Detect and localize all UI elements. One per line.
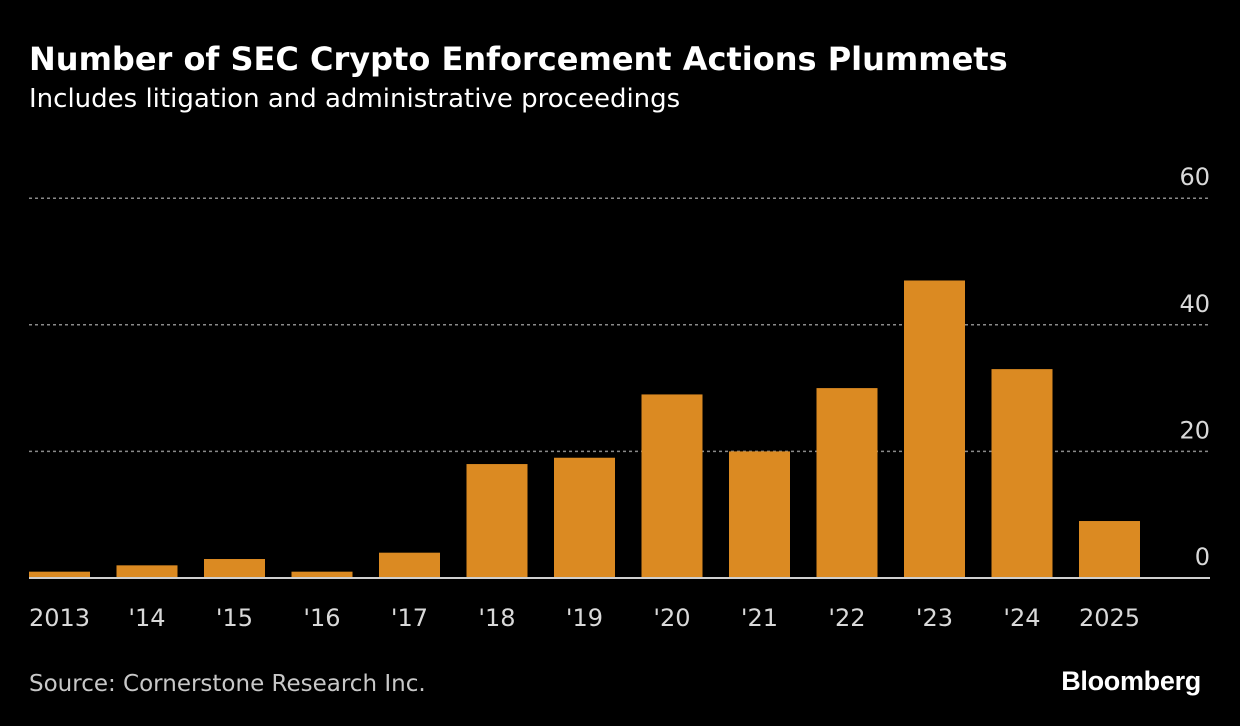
x-tick-label: '22 xyxy=(828,604,865,632)
x-tick-label: '21 xyxy=(741,604,778,632)
x-tick-label: '17 xyxy=(391,604,428,632)
y-tick-label: 60 xyxy=(1179,163,1210,191)
bar-17 xyxy=(379,552,440,578)
x-tick-label: 2025 xyxy=(1079,604,1140,632)
source-note: Source: Cornerstone Research Inc. xyxy=(29,671,426,697)
bar-18 xyxy=(466,464,528,578)
bar-2025 xyxy=(1079,521,1140,578)
bloomberg-logo: Bloomberg xyxy=(1061,666,1201,696)
y-tick-label: 20 xyxy=(1179,416,1210,444)
x-tick-label: '24 xyxy=(1003,604,1040,632)
x-tick-label: '23 xyxy=(916,604,953,632)
x-tick-label: '20 xyxy=(653,604,690,632)
bar-24 xyxy=(991,369,1053,578)
x-tick-label: 2013 xyxy=(29,604,90,632)
x-tick-label: '15 xyxy=(216,604,253,632)
bar-15 xyxy=(204,559,265,578)
bar-19 xyxy=(554,457,615,578)
y-tick-label: 0 xyxy=(1195,543,1210,571)
chart-title: Number of SEC Crypto Enforcement Actions… xyxy=(29,40,1008,78)
bar-16 xyxy=(291,571,353,578)
bar-14 xyxy=(116,565,178,578)
y-tick-label: 40 xyxy=(1179,290,1210,318)
x-tick-label: '18 xyxy=(478,604,515,632)
bar-22 xyxy=(816,388,878,578)
bar-20 xyxy=(641,394,703,578)
x-tick-label: '16 xyxy=(303,604,340,632)
bar-21 xyxy=(729,451,790,578)
x-tick-label: '19 xyxy=(566,604,603,632)
bar-2013 xyxy=(29,571,90,578)
bar-23 xyxy=(904,280,965,578)
x-tick-label: '14 xyxy=(128,604,165,632)
chart-subtitle: Includes litigation and administrative p… xyxy=(29,84,681,114)
